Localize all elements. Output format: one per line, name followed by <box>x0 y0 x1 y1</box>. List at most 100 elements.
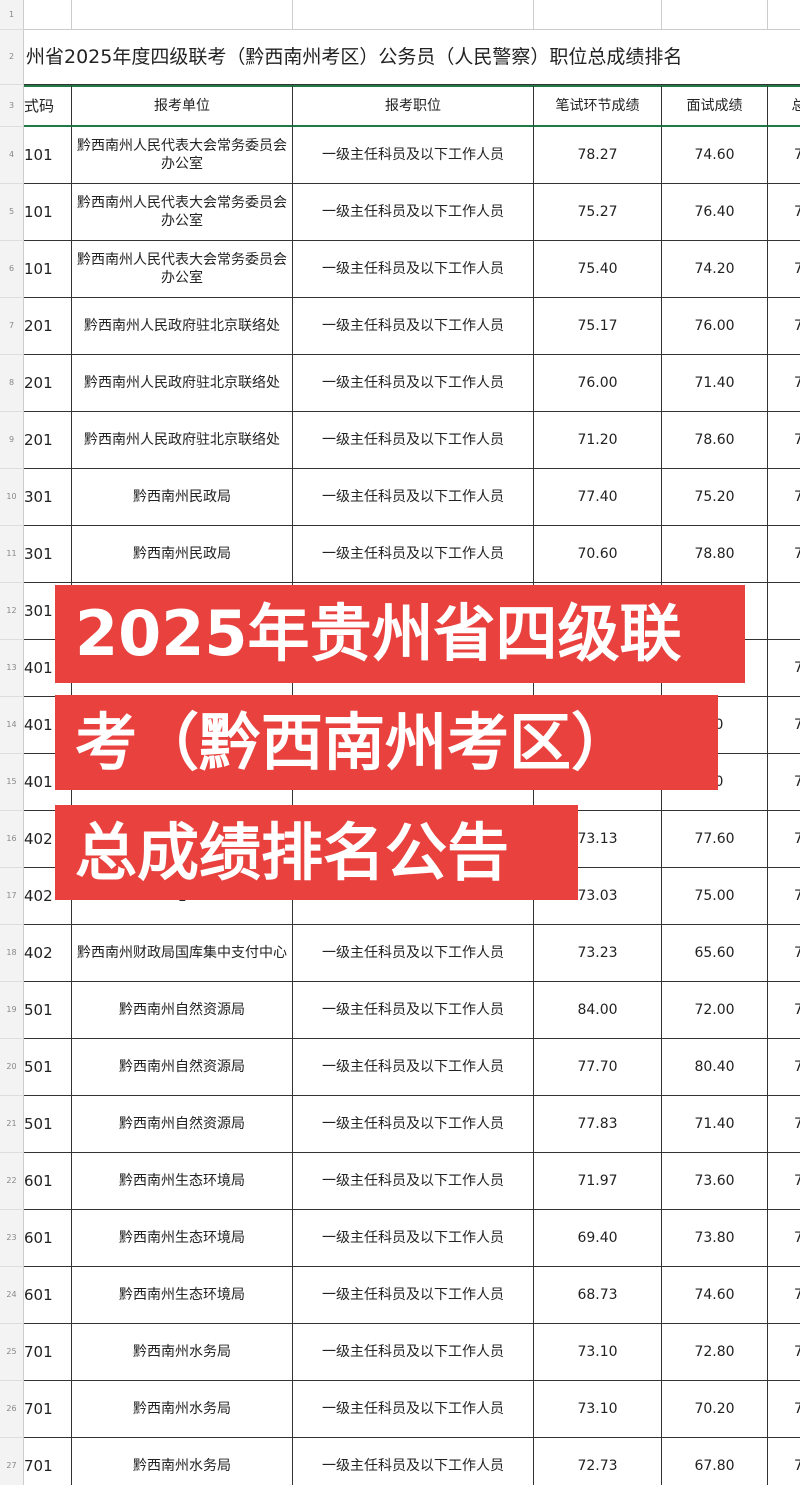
table-cell: 70.60 <box>534 526 662 583</box>
table-cell: 71.40 <box>662 355 768 412</box>
row-number: 16 <box>0 811 24 868</box>
table-cell: 301 <box>24 526 72 583</box>
header-cell: 总 <box>768 85 800 127</box>
table-cell: 71.40 <box>662 1096 768 1153</box>
table-cell: 一级主任科员及以下工作人员 <box>293 1210 534 1267</box>
row-number: 13 <box>0 640 24 697</box>
table-cell: 黔西南州生态环境局 <box>72 1267 293 1324</box>
table-cell: 一级主任科员及以下工作人员 <box>293 241 534 298</box>
row-number: 24 <box>0 1267 24 1324</box>
table-cell: 7 <box>768 640 800 697</box>
empty-cell <box>72 0 293 30</box>
table-cell: 70.20 <box>662 1381 768 1438</box>
table-cell: 101 <box>24 127 72 184</box>
table-cell: 一级主任科员及以下工作人员 <box>293 1324 534 1381</box>
table-cell: 701 <box>24 1381 72 1438</box>
empty-cell <box>293 0 534 30</box>
table-cell: 73.10 <box>534 1381 662 1438</box>
table-cell: 75.17 <box>534 298 662 355</box>
table-cell: 黔西南州自然资源局 <box>72 1096 293 1153</box>
table-cell: 77.70 <box>534 1039 662 1096</box>
table-cell: 黔西南州人民政府驻北京联络处 <box>72 355 293 412</box>
table-cell: 一级主任科员及以下工作人员 <box>293 412 534 469</box>
table-cell: 75.27 <box>534 184 662 241</box>
row-number: 7 <box>0 298 24 355</box>
empty-cell <box>768 0 800 30</box>
empty-cell <box>662 0 768 30</box>
table-cell: 一级主任科员及以下工作人员 <box>293 184 534 241</box>
table-cell: 402 <box>24 925 72 982</box>
table-cell: 黔西南州人民代表大会常务委员会办公室 <box>72 241 293 298</box>
table-cell: 72.80 <box>662 1324 768 1381</box>
table-cell: 黔西南州民政局 <box>72 469 293 526</box>
table-cell: 一级主任科员及以下工作人员 <box>293 355 534 412</box>
table-cell: 72.73 <box>534 1438 662 1485</box>
empty-cell <box>534 0 662 30</box>
header-cell: 笔试环节成绩 <box>534 85 662 127</box>
table-cell: 601 <box>24 1153 72 1210</box>
table-cell: 501 <box>24 1039 72 1096</box>
row-number: 8 <box>0 355 24 412</box>
table-cell: 201 <box>24 412 72 469</box>
row-number: 18 <box>0 925 24 982</box>
table-cell: 601 <box>24 1210 72 1267</box>
table-cell: 7 <box>768 469 800 526</box>
table-cell: 74.60 <box>662 1267 768 1324</box>
row-number: 11 <box>0 526 24 583</box>
table-cell: 一级主任科员及以下工作人员 <box>293 469 534 526</box>
row-number: 2 <box>0 30 24 85</box>
table-cell: 黔西南州自然资源局 <box>72 982 293 1039</box>
table-cell: 65.60 <box>662 925 768 982</box>
row-number: 23 <box>0 1210 24 1267</box>
row-number: 27 <box>0 1438 24 1485</box>
row-number: 22 <box>0 1153 24 1210</box>
table-cell: 76.00 <box>662 298 768 355</box>
table-cell: 黔西南州人民政府驻北京联络处 <box>72 412 293 469</box>
table-cell: 一级主任科员及以下工作人员 <box>293 1438 534 1485</box>
table-cell: 73.60 <box>662 1153 768 1210</box>
table-cell: 一级主任科员及以下工作人员 <box>293 298 534 355</box>
table-cell: 黔西南州人民代表大会常务委员会办公室 <box>72 127 293 184</box>
row-number: 9 <box>0 412 24 469</box>
table-cell: 一级主任科员及以下工作人员 <box>293 1096 534 1153</box>
table-cell: 701 <box>24 1324 72 1381</box>
table-cell: 77.83 <box>534 1096 662 1153</box>
table-cell: 101 <box>24 184 72 241</box>
table-cell: 黔西南州自然资源局 <box>72 1039 293 1096</box>
table-cell: 黔西南州水务局 <box>72 1324 293 1381</box>
table-cell: 7 <box>768 298 800 355</box>
table-cell: 7 <box>768 868 800 925</box>
table-cell: 7 <box>768 526 800 583</box>
table-cell: 601 <box>24 1267 72 1324</box>
table-cell: 71.20 <box>534 412 662 469</box>
row-number: 4 <box>0 127 24 184</box>
table-cell: 76.00 <box>534 355 662 412</box>
table-cell: 301 <box>24 469 72 526</box>
row-number: 20 <box>0 1039 24 1096</box>
table-cell: 黔西南州人民代表大会常务委员会办公室 <box>72 184 293 241</box>
row-number: 6 <box>0 241 24 298</box>
table-cell: 74.60 <box>662 127 768 184</box>
table-cell: 78.80 <box>662 526 768 583</box>
table-cell: 一级主任科员及以下工作人员 <box>293 982 534 1039</box>
table-cell: 701 <box>24 1438 72 1485</box>
row-number: 25 <box>0 1324 24 1381</box>
table-cell: 73.80 <box>662 1210 768 1267</box>
table-cell: 黔西南州人民政府驻北京联络处 <box>72 298 293 355</box>
table-cell: 7 <box>768 412 800 469</box>
table-cell: 77.60 <box>662 811 768 868</box>
table-cell: 7 <box>768 355 800 412</box>
row-number: 3 <box>0 85 24 127</box>
row-number: 5 <box>0 184 24 241</box>
table-cell: 101 <box>24 241 72 298</box>
row-number: 19 <box>0 982 24 1039</box>
table-cell: 一级主任科员及以下工作人员 <box>293 526 534 583</box>
table-cell: 75.20 <box>662 469 768 526</box>
header-cell: 面试成绩 <box>662 85 768 127</box>
table-cell: 201 <box>24 355 72 412</box>
table-cell: 黔西南州财政局国库集中支付中心 <box>72 925 293 982</box>
table-cell: 72.00 <box>662 982 768 1039</box>
row-number: 17 <box>0 868 24 925</box>
table-cell: 7 <box>768 1153 800 1210</box>
row-number: 21 <box>0 1096 24 1153</box>
